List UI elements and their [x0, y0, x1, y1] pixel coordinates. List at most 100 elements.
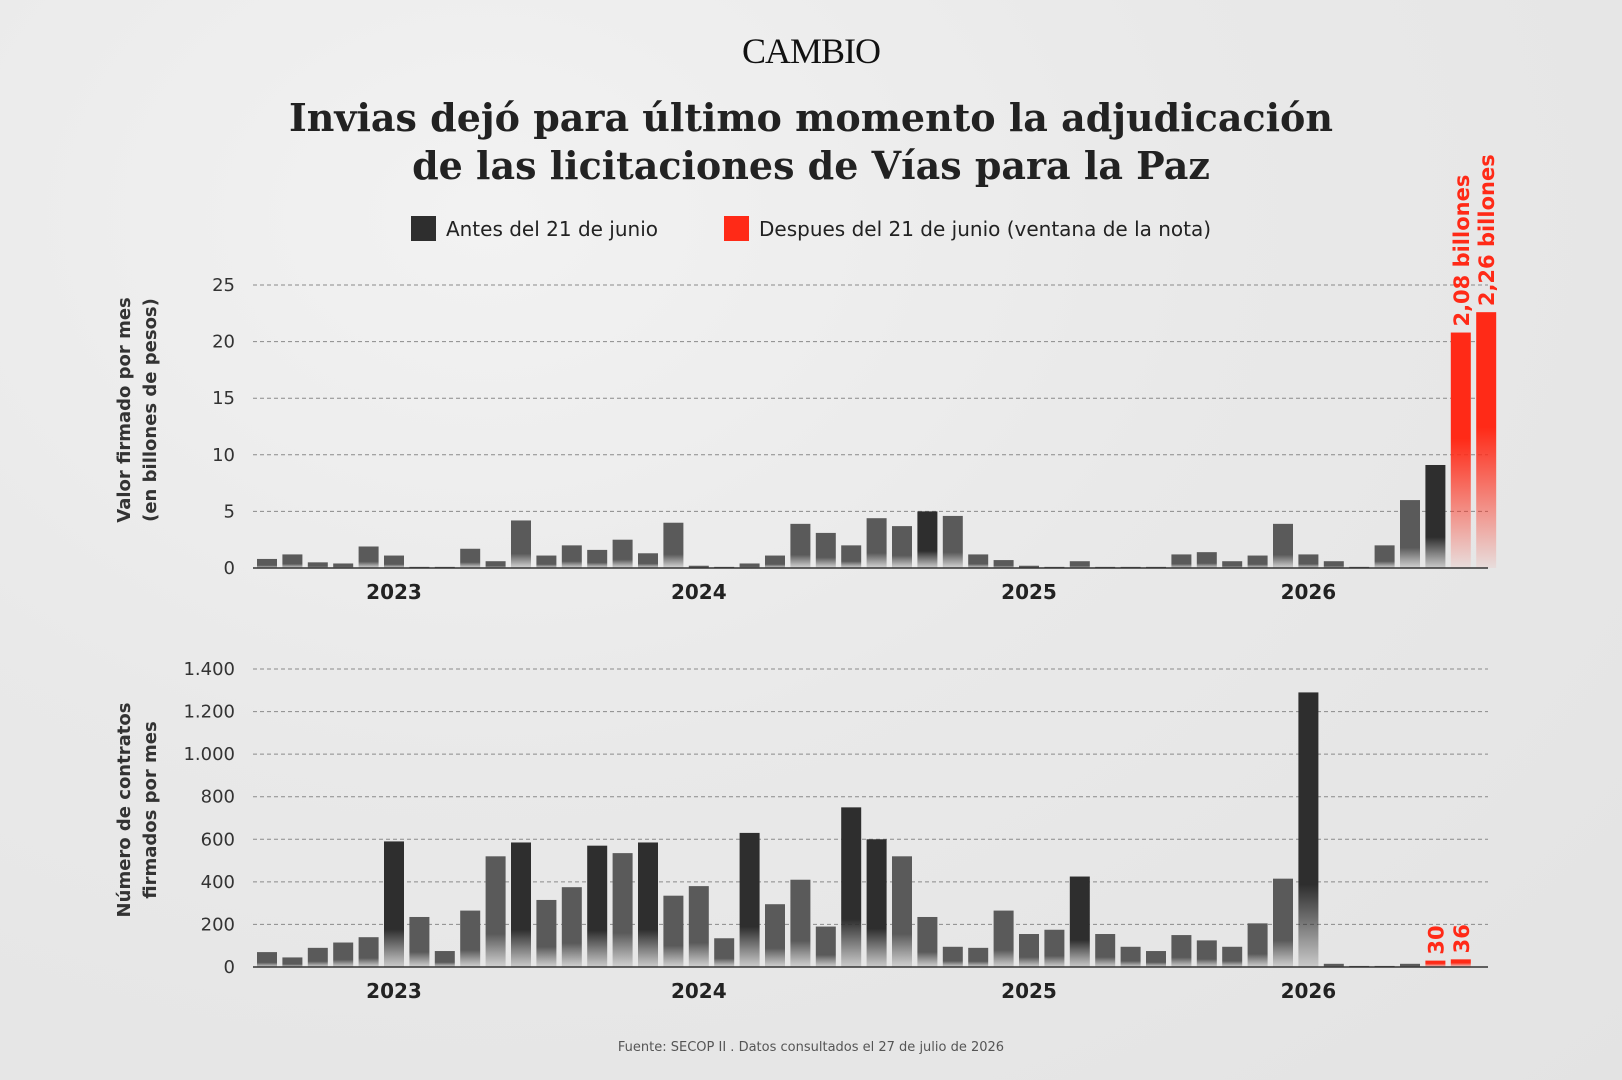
chart1-bar [790, 523, 811, 568]
chart1-bar [1222, 561, 1243, 568]
chart2-bar [688, 886, 709, 967]
chart1-bar [765, 555, 785, 568]
chart1-year-label: 2025 [1001, 580, 1057, 604]
chart2-ylabel-line-1: Número de contratos [114, 703, 135, 918]
chart1-bar [1298, 554, 1319, 568]
chart1-bar [511, 520, 531, 568]
chart2-bar [1450, 959, 1471, 967]
chart1-bar [1450, 332, 1471, 568]
chart1-bar [942, 515, 963, 568]
chart2-bar [841, 807, 862, 967]
chart1-bar [561, 545, 582, 568]
legend-item-after: Despues del 21 de junio (ventana de la n… [724, 216, 1211, 241]
chart2-bar [257, 952, 277, 967]
chart1-bar [1374, 545, 1395, 568]
chart-contracts-per-month: 0 200 400 600 800 1.000 1.200 1.400 2023 2024 2025… [183, 659, 1488, 1003]
chart1-ytick-label: 10 [212, 445, 235, 466]
chart1-bar [257, 558, 277, 568]
chart1-year-label: 2026 [1281, 580, 1337, 604]
chart2-bar [714, 938, 735, 967]
chart1-bar [307, 562, 328, 568]
chart2-ytick-label: 0 [224, 957, 235, 978]
chart2-bar [485, 856, 506, 967]
chart2-bar [1019, 934, 1039, 967]
chart1-ylabel-line-2: (en billones de pesos) [140, 298, 161, 522]
chart2-ytick-label: 1.400 [183, 659, 235, 680]
chart2-bar [790, 879, 811, 967]
chart2-bar [1323, 963, 1344, 967]
chart2-bar-value-label: 36 [1450, 924, 1474, 953]
chart2-bar [460, 910, 481, 967]
chart2-bar [1069, 876, 1090, 967]
chart2-bar [993, 910, 1014, 967]
title-line-1: Invias dejó para último momento la adjud… [289, 95, 1333, 140]
chart2-year-label: 2023 [366, 979, 422, 1003]
chart1-bar [358, 546, 379, 568]
chart2-bar [765, 904, 785, 967]
chart1-bar [1323, 561, 1344, 568]
chart2-bar [1273, 878, 1293, 967]
legend-label-after: Despues del 21 de junio (ventana de la n… [759, 216, 1212, 241]
chart1-bar [333, 563, 354, 568]
chart2-bar [612, 853, 633, 967]
chart2-bar [358, 937, 379, 967]
chart1-bar [612, 539, 633, 568]
chart1-bar [968, 554, 989, 568]
chart2-bar [1425, 960, 1446, 967]
chart2-bar [536, 899, 557, 967]
chart1-ytick-label: 15 [212, 388, 235, 409]
chart2-year-label: 2026 [1281, 979, 1337, 1003]
chart1-bar [841, 545, 862, 568]
chart1-bar [536, 555, 557, 568]
chart2-ytick-label: 200 [201, 914, 235, 935]
chart2-bar [587, 845, 608, 967]
chart2-bar [307, 947, 328, 967]
chart2-bar [1196, 940, 1217, 967]
chart2-bar [1171, 935, 1192, 967]
chart2-bar-value-label: 30 [1424, 925, 1448, 954]
legend-swatch-before [410, 216, 436, 241]
chart2-bar [434, 951, 455, 967]
chart2-bar [638, 842, 658, 967]
masthead-logo: CAMBIO [741, 31, 881, 71]
chart2-bar [815, 926, 836, 967]
chart2-bar [409, 916, 430, 967]
chart1-bar [892, 526, 912, 568]
chart1-year-label: 2023 [366, 580, 422, 604]
chart1-bar [1273, 523, 1293, 568]
chart2-year-label: 2024 [671, 979, 727, 1003]
chart1-ytick-label: 0 [224, 558, 235, 579]
source-note: Fuente: SECOP II . Datos consultados el … [617, 1040, 1005, 1055]
chart1-bar [1476, 312, 1497, 568]
chart1-bar [460, 548, 481, 568]
chart1-bar [282, 554, 303, 568]
chart2-bar [511, 842, 531, 967]
chart1-ytick-label: 25 [212, 275, 235, 296]
chart2-bar [968, 947, 989, 967]
chart2-ytick-label: 1.000 [183, 744, 235, 765]
chart1-ylabel-line-1: Valor firmado por mes [114, 297, 135, 522]
title-line-2: de las licitaciones de Vías para la Paz [412, 143, 1210, 188]
chart2-ytick-label: 1.200 [183, 702, 235, 723]
chart1-bar [1069, 561, 1090, 568]
chart1-bar [815, 532, 836, 568]
chart2-bar [1095, 934, 1116, 967]
chart1-bar [1019, 565, 1039, 568]
chart1-bar [638, 553, 658, 568]
chart2-bar [739, 832, 760, 967]
chart2-bar [333, 942, 354, 967]
chart2-bar [663, 895, 684, 967]
chart1-year-label: 2024 [671, 580, 727, 604]
chart2-bar [561, 887, 582, 967]
chart1-bar [1196, 552, 1217, 568]
legend: Antes del 21 de junio Despues del 21 de … [0, 216, 1622, 241]
chart2-bar [1298, 692, 1319, 967]
chart2-bar [1222, 946, 1243, 967]
legend-item-before: Antes del 21 de junio [410, 216, 658, 241]
chart1-bar [866, 518, 887, 568]
chart1-bar [1425, 464, 1446, 568]
chart1-ytick-label: 5 [224, 501, 235, 522]
chart2-bar [1247, 923, 1268, 967]
chart1-bar [1400, 500, 1420, 568]
